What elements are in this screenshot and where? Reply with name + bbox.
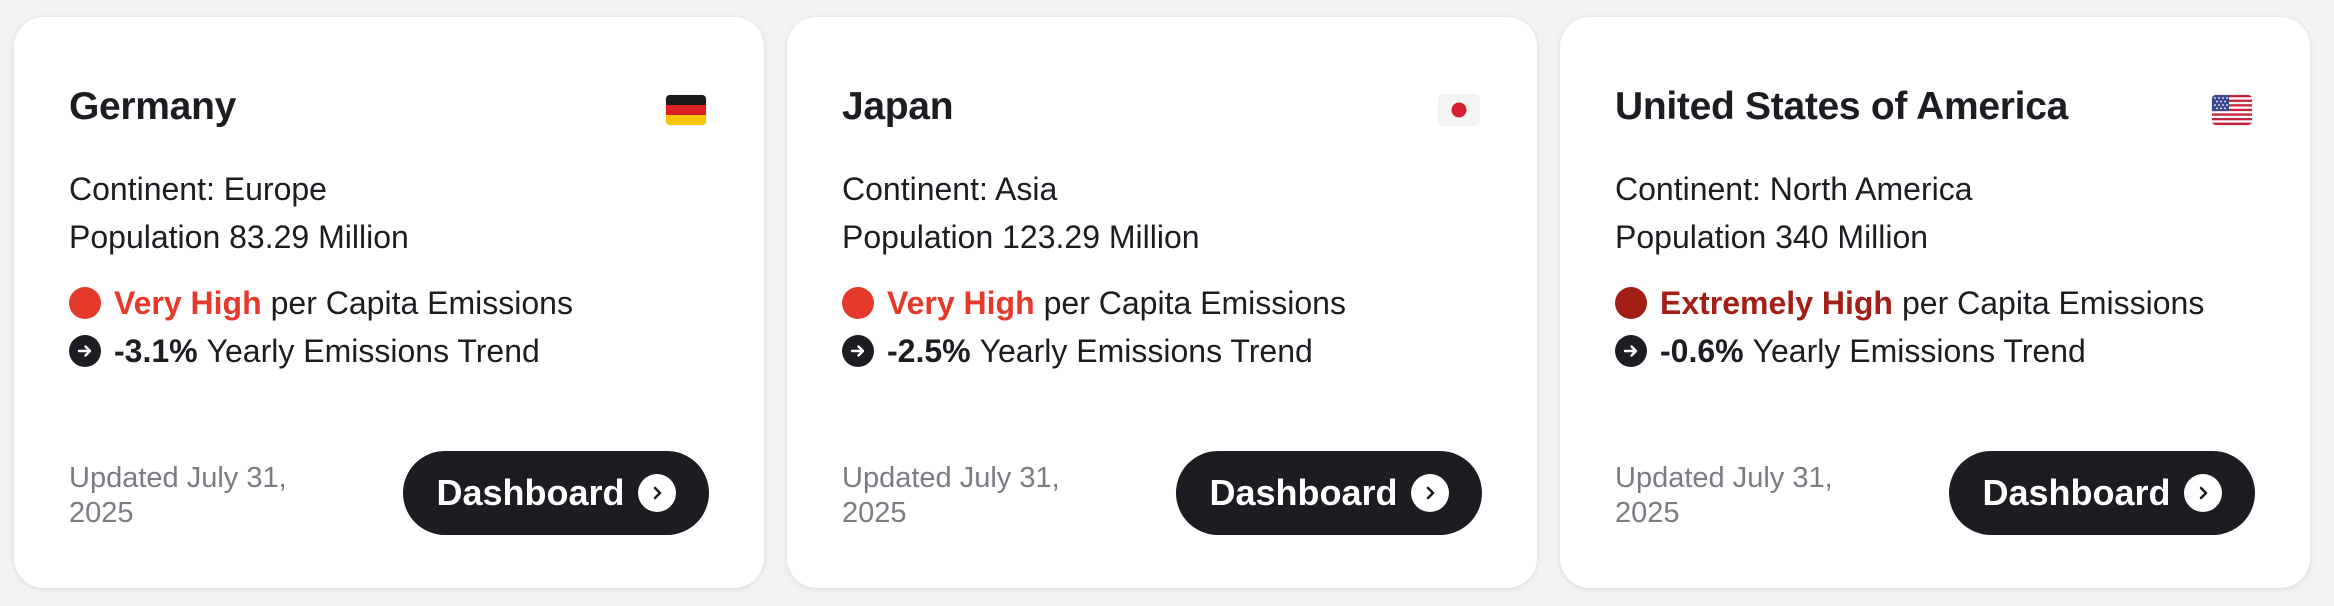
trend-value: -3.1% (114, 333, 198, 369)
dashboard-button-label: Dashboard (1982, 472, 2171, 513)
dashboard-button[interactable]: Dashboard (1176, 451, 1482, 535)
japan-flag-icon (1439, 95, 1479, 125)
germany-flag-icon (666, 95, 706, 125)
trend-label: Yearly Emissions Trend (206, 333, 540, 369)
arrow-right-circle-icon (842, 335, 874, 367)
trend-value: -2.5% (887, 333, 971, 369)
country-name: Japan (842, 85, 954, 128)
updated-date: Updated July 31, 2025 (69, 462, 287, 529)
country-card-usa: United States of America (1560, 17, 2310, 588)
country-info: Continent: Asia Population 123.29 Millio… (842, 165, 1200, 261)
emission-metrics: Very High per Capita Emissions -2.5% Yea… (842, 279, 1346, 375)
arrow-right-circle-icon (69, 335, 101, 367)
updated-date: Updated July 31, 2025 (1615, 462, 1833, 529)
trend-label: Yearly Emissions Trend (1752, 333, 2086, 369)
continent-text: Continent: North America (1615, 171, 1973, 207)
chevron-right-icon (1410, 474, 1449, 512)
country-name: Germany (69, 85, 236, 128)
yearly-trend: -0.6% Yearly Emissions Trend (1615, 327, 2204, 375)
per-capita-label: per Capita Emissions (270, 285, 573, 321)
dashboard-button[interactable]: Dashboard (1949, 451, 2255, 535)
emission-level: Very High (887, 285, 1035, 321)
per-capita-emissions: Very High per Capita Emissions (69, 279, 573, 327)
per-capita-label: per Capita Emissions (1043, 285, 1346, 321)
country-info: Continent: North America Population 340 … (1615, 165, 1973, 261)
emission-level-dot-icon (842, 287, 874, 319)
emission-level-dot-icon (1615, 287, 1647, 319)
country-card-japan: Japan Continent: Asia Population 123.29 … (787, 17, 1537, 588)
trend-value: -0.6% (1660, 333, 1744, 369)
continent-text: Continent: Europe (69, 171, 327, 207)
population-text: Population 340 Million (1615, 219, 1929, 255)
emission-level: Very High (114, 285, 262, 321)
yearly-trend: -2.5% Yearly Emissions Trend (842, 327, 1346, 375)
usa-flag-icon (2212, 95, 2252, 125)
country-info: Continent: Europe Population 83.29 Milli… (69, 165, 409, 261)
dashboard-button-label: Dashboard (1209, 472, 1398, 513)
chevron-right-icon (637, 474, 676, 512)
emission-level: Extremely High (1660, 285, 1893, 321)
dashboard-button-label: Dashboard (436, 472, 625, 513)
arrow-right-circle-icon (1615, 335, 1647, 367)
country-card-germany: Germany Continent: Europe Population 83.… (14, 17, 764, 588)
emission-metrics: Very High per Capita Emissions -3.1% Yea… (69, 279, 573, 375)
per-capita-label: per Capita Emissions (1901, 285, 2205, 321)
population-text: Population 123.29 Million (842, 219, 1200, 255)
updated-date: Updated July 31, 2025 (842, 462, 1060, 529)
yearly-trend: -3.1% Yearly Emissions Trend (69, 327, 573, 375)
dashboard-button[interactable]: Dashboard (403, 451, 709, 535)
chevron-right-icon (2183, 474, 2222, 512)
trend-label: Yearly Emissions Trend (979, 333, 1313, 369)
continent-text: Continent: Asia (842, 171, 1058, 207)
per-capita-emissions: Very High per Capita Emissions (842, 279, 1346, 327)
emission-metrics: Extremely High per Capita Emissions -0.6… (1615, 279, 2204, 375)
country-name: United States of America (1615, 85, 2068, 128)
per-capita-emissions: Extremely High per Capita Emissions (1615, 279, 2204, 327)
population-text: Population 83.29 Million (69, 219, 409, 255)
emission-level-dot-icon (69, 287, 101, 319)
